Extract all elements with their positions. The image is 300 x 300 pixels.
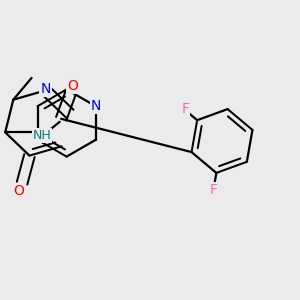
Text: O: O [67, 79, 78, 93]
Text: O: O [14, 184, 25, 198]
Text: N: N [40, 82, 51, 96]
Text: F: F [210, 183, 218, 197]
Text: F: F [181, 102, 189, 116]
Text: N: N [91, 99, 101, 112]
Text: NH: NH [33, 129, 51, 142]
